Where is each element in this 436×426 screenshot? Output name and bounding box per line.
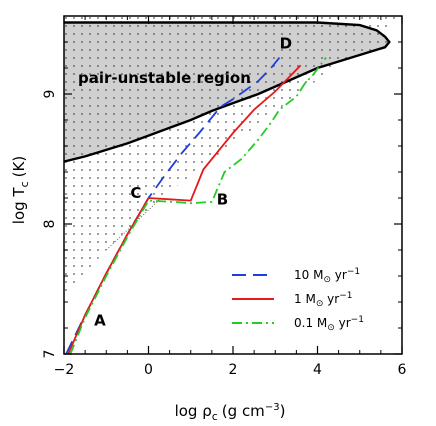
x-tick-label: 6	[398, 362, 407, 378]
x-tick-label: 2	[229, 362, 238, 378]
series-line-2	[69, 57, 327, 354]
legend-label-2: 0.1 M⊙ yr−1	[294, 315, 364, 333]
point-label-a: A	[94, 311, 106, 329]
point-label-c: C	[130, 184, 141, 202]
pair-unstable-dots	[64, 22, 390, 162]
x-tick-label: 4	[313, 362, 322, 378]
legend: 10 M⊙ yr−1 1 M⊙ yr−1 0.1 M⊙ yr−1	[232, 267, 364, 333]
point-label-d: D	[280, 35, 292, 53]
legend-label-1: 1 M⊙ yr−1	[294, 291, 353, 309]
region-label: pair-unstable region	[78, 69, 251, 87]
x-axis-label: log ρc (g cm−3)	[175, 402, 286, 423]
y-tick-label: 9	[42, 90, 58, 99]
series-line-0	[65, 57, 281, 354]
dotted-boundary-line	[105, 197, 162, 251]
series-line-1	[67, 64, 302, 354]
y-axis-label: log Tc(K)	[10, 156, 31, 224]
pair-unstable-boundary	[64, 21, 391, 163]
y-tick-label: 8	[42, 220, 58, 229]
legend-label-0: 10 M⊙ yr−1	[294, 267, 360, 285]
y-tick-label: 7	[42, 350, 58, 359]
x-tick-label: 0	[144, 362, 153, 378]
tick-marks: −2 0 2 4 6 7 8 9	[42, 15, 407, 378]
point-label-b: B	[217, 191, 228, 209]
x-tick-label: −2	[54, 362, 75, 378]
